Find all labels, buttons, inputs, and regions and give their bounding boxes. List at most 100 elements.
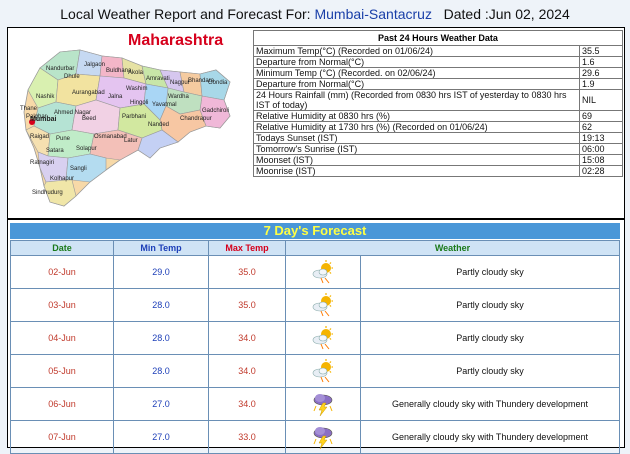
thunder-cloud-icon: [285, 387, 361, 421]
forecast-max-temp: 33.0: [208, 420, 286, 454]
forecast-weather: Generally cloudy sky with Thundery devel…: [360, 387, 620, 421]
forecast-date: 07-Jun: [10, 420, 114, 454]
district-label: Nashik: [36, 94, 55, 100]
district-label: Chandrapur: [180, 116, 212, 122]
past-value: NIL: [579, 89, 623, 111]
past-label: Relative Humidity at 0830 hrs (%): [253, 110, 580, 122]
forecast-max-temp: 34.0: [208, 321, 286, 355]
past-value: 15:08: [579, 154, 623, 166]
past-value: 29.6: [579, 67, 623, 79]
forecast-weather: Partly cloudy sky: [360, 354, 620, 388]
thunder-cloud-icon: [285, 420, 361, 454]
table-row: Relative Humidity at 0830 hrs (%) 69: [253, 110, 623, 122]
forecast-min-temp: 28.0: [113, 288, 209, 322]
table-row: Moonrise (IST) 02:28: [253, 165, 623, 177]
district-label: Hingoli: [130, 100, 149, 106]
forecast-max-temp: 35.0: [208, 288, 286, 322]
table-row: Maximum Temp(°C) (Recorded on 01/06/24) 3…: [253, 45, 623, 57]
forecast-max-temp: 35.0: [208, 255, 286, 289]
district-label: Amravati: [146, 76, 170, 82]
past-24h-table: Past 24 Hours Weather Data Maximum Temp(…: [253, 30, 623, 177]
district-label: Parbhani: [122, 114, 147, 120]
partly-cloudy-icon: [285, 354, 361, 388]
forecast-date: 04-Jun: [10, 321, 114, 355]
forecast-header-row: Date Min Temp Max Temp Weather: [10, 240, 620, 256]
map-state-title: Maharashtra: [128, 32, 224, 49]
partly-cloudy-icon: [285, 288, 361, 322]
district-label: Nagpur: [170, 80, 190, 86]
district-label: Nanded: [148, 122, 170, 128]
header-date: Dated :Jun 02, 2024: [431, 6, 570, 22]
district-label: Thane: [20, 106, 38, 112]
table-row: Departure from Normal(°C) 1.6: [253, 56, 623, 68]
forecast-row: 03-Jun 28.0 35.0 Partly cloudy sky: [10, 288, 620, 322]
district-label: Washim: [126, 86, 148, 92]
past-label: Minimum Temp (°C) (Recorded. on 02/06/24…: [253, 67, 580, 79]
district-label: Jalna: [108, 94, 123, 100]
forecast-weather: Generally cloudy sky with Thundery devel…: [360, 420, 620, 454]
past-label: Todays Sunset (IST): [253, 132, 580, 144]
forecast-min-temp: 27.0: [113, 420, 209, 454]
district-label: Ahmed Nagar: [54, 110, 92, 116]
district-label: Osmanabad: [94, 134, 127, 140]
forecast-row: 05-Jun 28.0 34.0 Partly cloudy sky: [10, 354, 620, 388]
forecast-row: 06-Jun 27.0 34.0 Generally cloudy sky with …: [10, 387, 620, 421]
forecast-date: 05-Jun: [10, 354, 114, 388]
forecast-row: 07-Jun 27.0 33.0 Generally cloudy sky with …: [10, 420, 620, 454]
district-label: Ratnagiri: [30, 160, 55, 166]
district-label: Gondia: [208, 80, 228, 86]
past-value: 1.6: [579, 56, 623, 68]
past-value: 1.9: [579, 78, 623, 90]
forecast-weather: Partly cloudy sky: [360, 255, 620, 289]
table-row: Minimum Temp (°C) (Recorded. on 02/06/24…: [253, 67, 623, 79]
forecast-row: 02-Jun 29.0 35.0 Partly cloudy sky: [10, 255, 620, 289]
forecast-min-temp: 27.0: [113, 387, 209, 421]
forecast-min-temp: 29.0: [113, 255, 209, 289]
district-label: Pune: [56, 136, 71, 142]
table-row: Moonset (IST) 15:08: [253, 154, 623, 166]
past-label: Moonrise (IST): [253, 165, 580, 177]
report-header: Local Weather Report and Forecast For: M…: [0, 6, 630, 22]
past-label: 24 Hours Rainfall (mm) (Recorded from 08…: [253, 89, 580, 111]
district-label: Aurangabad: [72, 90, 105, 96]
past-label: Relative Humidity at 1730 hrs (%) (Recor…: [253, 121, 580, 133]
past-label: Tomorrow's Sunrise (IST): [253, 143, 580, 155]
partly-cloudy-icon: [285, 255, 361, 289]
table-row: 24 Hours Rainfall (mm) (Recorded from 08…: [253, 89, 623, 111]
district-label: Wardha: [168, 94, 189, 100]
past-label: Departure from Normal(°C): [253, 78, 580, 90]
forecast-max-temp: 34.0: [208, 354, 286, 388]
district-label: Satara: [46, 148, 64, 154]
col-date-header: Date: [10, 240, 114, 256]
forecast-table: Date Min Temp Max Temp Weather 02-Jun 29.…: [10, 240, 620, 454]
forecast-date: 02-Jun: [10, 255, 114, 289]
forecast-row: 04-Jun 28.0 34.0 Partly cloudy sky: [10, 321, 620, 355]
past-label: Maximum Temp(°C) (Recorded on 01/06/24): [253, 45, 580, 57]
district-label: Raigad: [30, 134, 50, 140]
past-value: 06:00: [579, 143, 623, 155]
district-label: Kolhapur: [50, 176, 75, 182]
forecast-date: 06-Jun: [10, 387, 114, 421]
forecast-weather: Partly cloudy sky: [360, 288, 620, 322]
table-row: Todays Sunset (IST) 19:13: [253, 132, 623, 144]
forecast-max-temp: 34.0: [208, 387, 286, 421]
header-prefix: Local Weather Report and Forecast For:: [60, 6, 315, 22]
district-label: Akola: [128, 70, 144, 76]
district-label: Latur: [124, 138, 138, 144]
district-label: Buldhana: [106, 68, 132, 74]
past-value: 69: [579, 110, 623, 122]
past-label: Departure from Normal(°C): [253, 56, 580, 68]
past-value: 19:13: [579, 132, 623, 144]
col-min-header: Min Temp: [113, 240, 209, 256]
partly-cloudy-icon: [285, 321, 361, 355]
district-label: Palghar: [26, 114, 47, 120]
map-shape: [23, 49, 231, 207]
district-label: Solapur: [76, 146, 97, 152]
past-value: 62: [579, 121, 623, 133]
table-row: Tomorrow's Sunrise (IST) 06:00: [253, 143, 623, 155]
district-label: Gadchiroli: [202, 108, 230, 114]
past-24h-title-row: Past 24 Hours Weather Data: [253, 30, 623, 46]
district-label: Jalgaon: [84, 62, 106, 68]
col-max-header: Max Temp: [208, 240, 286, 256]
col-weather-header: Weather: [285, 240, 620, 256]
